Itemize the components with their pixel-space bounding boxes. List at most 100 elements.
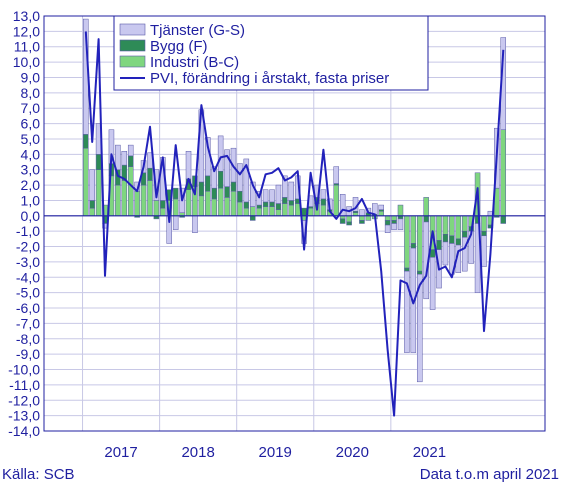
y-tick-label: 5,0 xyxy=(21,131,41,147)
bar-segment xyxy=(372,203,378,215)
bar-segment xyxy=(500,129,507,217)
legend-entry-label: Industri (B-C) xyxy=(150,54,239,71)
bar-segment xyxy=(185,189,192,217)
bar-segment xyxy=(82,147,89,217)
x-year-label: 2019 xyxy=(259,444,292,461)
bar-segment xyxy=(153,200,160,217)
bar-segment xyxy=(397,204,404,217)
bar-segment xyxy=(442,234,449,243)
bar-segment xyxy=(288,204,295,217)
bar-segment xyxy=(436,215,442,241)
bar-segment xyxy=(134,190,140,217)
bar-segment xyxy=(378,210,384,217)
y-tick-label: -9,0 xyxy=(16,346,40,362)
bar-segment xyxy=(397,218,404,230)
bar-segment xyxy=(89,200,95,209)
y-tick-label: 4,0 xyxy=(21,146,41,162)
x-year-label: 2020 xyxy=(336,444,369,461)
bar-segment xyxy=(256,204,262,209)
bar-segment xyxy=(288,200,295,206)
y-tick-label: 6,0 xyxy=(21,116,41,132)
bar-segment xyxy=(307,207,314,217)
bar-segment xyxy=(461,237,468,272)
bar-segment xyxy=(416,273,423,383)
bar-segment xyxy=(224,186,230,198)
bar-segment xyxy=(365,215,372,221)
bar-segment xyxy=(269,201,275,207)
bar-segment xyxy=(359,220,365,224)
bar-segment xyxy=(339,218,346,224)
bar-segment xyxy=(404,215,410,269)
legend-swatch xyxy=(119,23,146,36)
bar-segment xyxy=(127,166,134,217)
y-tick-label: 10,0 xyxy=(13,54,40,70)
pvi-line xyxy=(84,31,505,417)
bar-segment xyxy=(423,215,429,223)
bar-segment xyxy=(378,204,384,210)
y-tick-label: -7,0 xyxy=(16,315,40,331)
bar-segment xyxy=(449,215,455,237)
y-tick-label: -3,0 xyxy=(16,254,40,270)
legend-entry-label: Tjänster (G-S) xyxy=(150,22,245,39)
bar-segment xyxy=(423,197,429,217)
bar-segment xyxy=(429,257,436,310)
bar-segment xyxy=(275,209,282,217)
bar-segment xyxy=(95,169,102,217)
bar-segment xyxy=(147,180,153,217)
bar-segment xyxy=(262,201,269,207)
bar-segment xyxy=(237,163,243,192)
bar-segment xyxy=(249,206,256,217)
bar-segment xyxy=(243,158,250,203)
bar-segment xyxy=(115,144,121,170)
bar-segment xyxy=(455,238,462,246)
bar-segment xyxy=(429,249,436,258)
legend-box xyxy=(113,15,429,91)
bar-segment xyxy=(262,206,269,217)
bar-segment xyxy=(172,215,179,230)
bar-segment xyxy=(391,223,397,230)
bar-segment xyxy=(461,230,468,238)
bar-segment xyxy=(249,215,256,221)
x-year-label: 2018 xyxy=(181,444,214,461)
bar-segment xyxy=(185,151,192,180)
bar-segment xyxy=(211,198,217,217)
y-tick-label: 7,0 xyxy=(21,100,41,116)
bar-segment xyxy=(224,149,230,187)
bar-segment xyxy=(500,215,507,224)
bar-segment xyxy=(384,215,391,221)
bar-segment xyxy=(346,215,352,223)
bar-segment xyxy=(224,197,230,217)
y-tick-label: 12,0 xyxy=(13,23,40,39)
y-tick-label: 1,0 xyxy=(21,192,41,208)
bar-segment xyxy=(89,207,95,217)
y-tick-label: 9,0 xyxy=(21,69,41,85)
y-tick-label: -5,0 xyxy=(16,285,40,301)
bar-segment xyxy=(455,215,462,240)
bar-segment xyxy=(275,203,282,210)
y-tick-label: -12,0 xyxy=(8,392,40,408)
bar-segment xyxy=(269,206,275,217)
bar-segment xyxy=(237,190,243,203)
bar-segment xyxy=(115,184,121,217)
bar-segment xyxy=(359,215,365,221)
bar-segment xyxy=(211,187,217,200)
y-tick-label: -4,0 xyxy=(16,269,40,285)
bar-segment xyxy=(217,170,224,189)
bar-segment xyxy=(269,189,275,203)
bar-segment xyxy=(172,187,179,200)
data-note: Data t.o.m april 2021 xyxy=(419,466,559,483)
bar-segment xyxy=(121,151,128,166)
bar-segment xyxy=(243,201,250,209)
legend-swatch xyxy=(119,39,146,52)
bar-segment xyxy=(160,200,166,209)
y-tick-label: -13,0 xyxy=(8,408,40,424)
bar-segment xyxy=(237,201,243,217)
legend-entry-label: PVI, förändring i årstakt, fasta priser xyxy=(150,70,389,87)
bar-segment xyxy=(333,184,340,217)
bar-segment xyxy=(391,215,397,221)
bar-segment xyxy=(449,235,455,244)
bar-segment xyxy=(288,181,295,201)
bar-segment xyxy=(410,215,417,244)
y-tick-label: -8,0 xyxy=(16,331,40,347)
